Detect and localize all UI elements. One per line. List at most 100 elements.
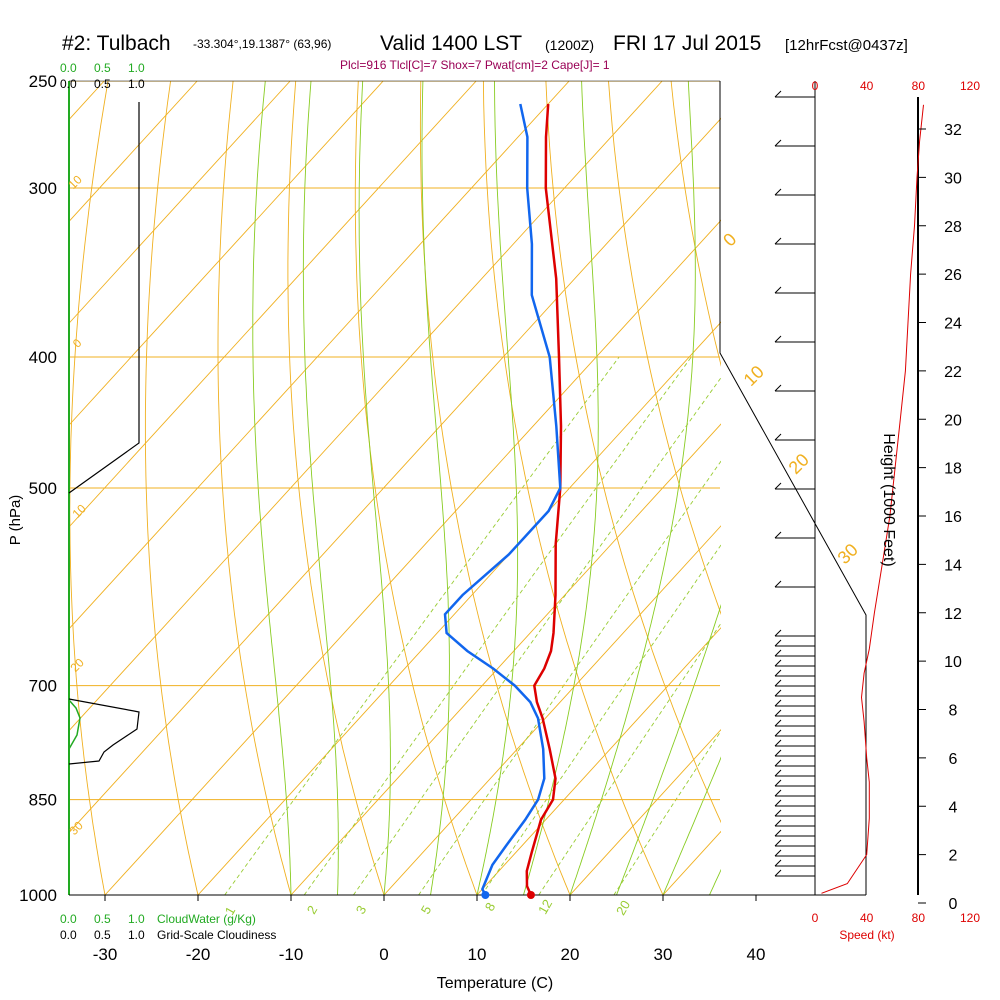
wind-barb [774, 689, 782, 697]
dry-adiabat-line [984, 81, 1000, 895]
cloudwater-tick: 0.5 [94, 61, 111, 75]
mixing-ratio-label: 8 [482, 900, 499, 914]
cloudwater-tick: 0.0 [60, 912, 77, 926]
speed-tick-label: 120 [960, 911, 980, 925]
wind-barb [774, 739, 782, 747]
height-tick-label: 26 [944, 267, 962, 284]
moist-adiabat-line [358, 81, 391, 896]
date-label: FRI 17 Jul 2015 [613, 32, 761, 55]
isotherm-label: 10 [740, 362, 768, 390]
height-tick-label: 0 [949, 896, 958, 913]
y-axis-title: P (hPa) [7, 495, 24, 546]
temp-tick-label: 30 [654, 945, 673, 964]
isotherm-line [849, 81, 1000, 895]
wind-barb [774, 749, 782, 757]
cloud-water-scale-top: 0.0 0.5 1.0 0.0 0.5 1.0 [60, 61, 145, 91]
cloudiness-tick: 0.0 [60, 928, 77, 942]
dry-adiabat-line [217, 81, 292, 896]
wind-barb [774, 629, 782, 637]
height-tick-label: 2 [949, 848, 958, 865]
height-tick-label: 32 [944, 122, 962, 139]
dry-adiabat-line [69, 81, 109, 896]
pressure-tick-label: 400 [29, 348, 57, 367]
height-axis-title: Height (1000 Feet) [880, 433, 897, 566]
isotherm-label: 0 [719, 229, 740, 250]
speed-tick-label: 40 [860, 911, 874, 925]
dry-adiabat-line [144, 81, 199, 896]
speed-tick-label: 80 [912, 79, 926, 93]
cloud-water-scale-bottom: 0.0 0.5 1.0 CloudWater (g/Kg) 0.0 0.5 1.… [60, 912, 276, 942]
wind-barb [774, 580, 782, 588]
x-axis-title: Temperature (C) [437, 975, 553, 992]
isotherm-label: 20 [67, 655, 87, 675]
isotherm-line [756, 81, 1000, 895]
speed-tick-label: 0 [812, 911, 819, 925]
cloudwater-tick: 0.5 [94, 912, 111, 926]
isotherm-label: 20 [785, 450, 813, 478]
isotherm-line [69, 81, 384, 426]
cloudiness-tick: 0.5 [94, 77, 111, 91]
isotherm-label: 0 [70, 336, 85, 351]
wind-barb [774, 839, 782, 847]
pressure-tick-label: 300 [29, 179, 57, 198]
isotherm-line [476, 627, 721, 896]
moist-adiabat-line [252, 81, 292, 896]
wind-barb [774, 859, 782, 867]
wind-barb [774, 531, 782, 539]
grid-layer [69, 81, 1000, 896]
utc-label: (1200Z) [545, 37, 594, 53]
wind-barb [774, 709, 782, 717]
forecast-label: [12hrFcst@0437z] [785, 37, 908, 54]
cloudiness-tick: 1.0 [128, 928, 145, 942]
moist-adiabat-line [476, 81, 519, 896]
dry-adiabat-line [734, 81, 1000, 895]
wind-barb [774, 139, 782, 147]
valid-label: Valid 1400 LST [380, 32, 522, 55]
dry-adiabat-line [545, 81, 721, 824]
dry-adiabat-line [354, 81, 478, 896]
pressure-tick-label: 250 [29, 72, 57, 91]
cloudiness-label: Grid-Scale Cloudiness [157, 928, 276, 942]
height-tick-label: 6 [949, 751, 958, 768]
moist-adiabat-line [616, 603, 721, 896]
isotherm-line [69, 81, 198, 223]
wind-barb [774, 90, 782, 98]
speed-tick-label: 80 [912, 911, 926, 925]
temperature-line [525, 103, 563, 896]
temp-tick-label: 10 [468, 945, 487, 964]
dry-adiabat-line [482, 81, 664, 896]
mixing-ratio-label: 2 [304, 903, 321, 917]
wind-barb [774, 659, 782, 667]
wind-barb [774, 639, 782, 647]
mixing-ratio-label: 12 [535, 897, 555, 917]
dry-adiabat-line [796, 81, 1000, 895]
speed-tick-label: 40 [860, 79, 874, 93]
mixing-ratio-label: 3 [353, 903, 370, 917]
pressure-tick-label: 1000 [19, 886, 57, 905]
height-tick-label: 24 [944, 316, 962, 333]
wind-barb [774, 719, 782, 727]
wind-barb [774, 769, 782, 777]
cloudwater-tick: 1.0 [128, 61, 145, 75]
pressure-tick-label: 850 [29, 791, 57, 810]
cloudwater-tick: 0.0 [60, 61, 77, 75]
speed-tick-label: 120 [960, 79, 980, 93]
moist-adiabat-line [709, 868, 721, 896]
wind-barb [774, 679, 782, 687]
dry-adiabat-line [670, 81, 721, 367]
wind-barb [774, 188, 782, 196]
params-line: Plcl=916 Tlcl[C]=7 Shox=7 Pwat[cm]=2 Cap… [340, 58, 610, 72]
mixing-ratio-line [538, 622, 721, 896]
profile-layer [443, 90, 924, 899]
wind-speed-line [821, 104, 924, 894]
wind-barb [774, 335, 782, 343]
moist-adiabat-line [523, 81, 599, 896]
wind-barb [774, 482, 782, 490]
wind-barb [774, 799, 782, 807]
cloudwater-label: CloudWater (g/Kg) [157, 912, 256, 926]
isotherm-line [69, 81, 291, 324]
station-coords: -33.304°,19.1387° (63,96) [193, 37, 331, 51]
wind-barb [774, 384, 782, 392]
